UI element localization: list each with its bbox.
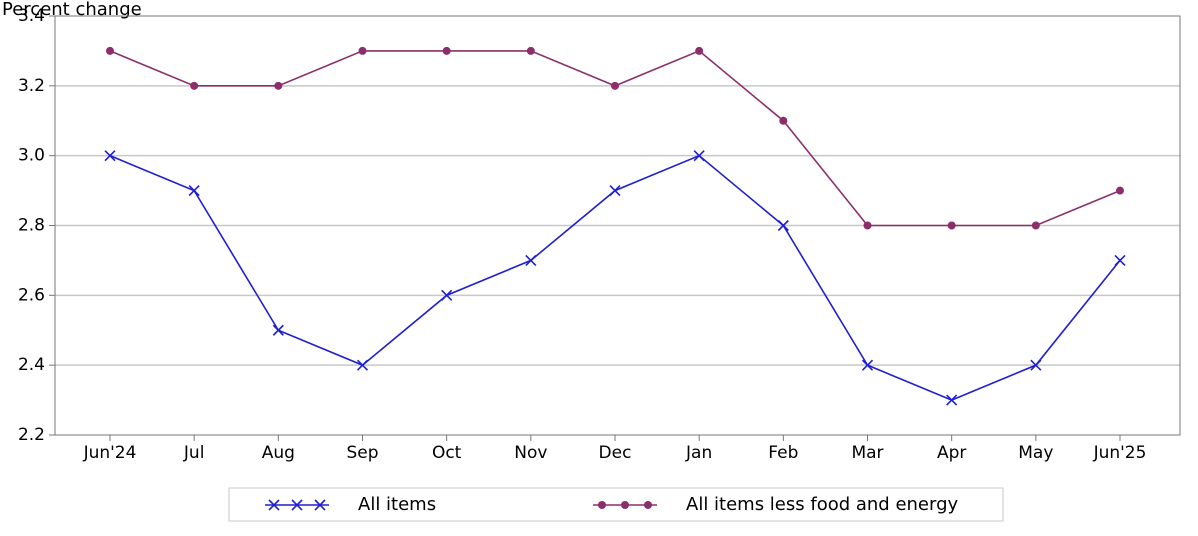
legend-marker xyxy=(598,501,606,509)
data-point xyxy=(779,116,788,125)
data-point xyxy=(861,359,874,371)
x-tick-label: Feb xyxy=(768,443,798,463)
y-tick-label: 2.6 xyxy=(18,285,45,305)
y-tick-label: 2.2 xyxy=(18,425,45,445)
data-point xyxy=(526,46,535,55)
data-point xyxy=(358,46,367,55)
legend-label: All items xyxy=(358,494,436,515)
data-point xyxy=(946,394,958,406)
x-tick-label: Sep xyxy=(346,443,378,463)
y-tick-label: 2.4 xyxy=(18,355,45,375)
data-point xyxy=(442,46,451,55)
legend-item: All items less food and energy xyxy=(593,494,959,515)
legend-marker xyxy=(644,501,652,509)
series-2 xyxy=(106,46,1124,230)
data-point xyxy=(104,150,116,162)
data-point xyxy=(695,46,704,55)
y-tick-label: 3.0 xyxy=(18,146,45,166)
data-point xyxy=(441,289,453,301)
series-1 xyxy=(104,150,1126,406)
x-axis: Jun'24 Jul Aug Sep Oct Nov Dec Jan Feb Mar Apr May J… xyxy=(83,435,1147,463)
data-point xyxy=(274,81,283,90)
x-tick-label: Oct xyxy=(432,443,462,463)
y-tick-label: 2.8 xyxy=(18,216,45,236)
data-point xyxy=(188,185,200,197)
x-tick-label: Jan xyxy=(685,443,712,463)
data-point xyxy=(863,221,872,230)
data-point xyxy=(777,219,789,232)
legend-item: All items xyxy=(265,494,436,515)
data-point xyxy=(525,254,537,266)
legend-marker xyxy=(314,499,326,511)
x-tick-label: Jun'25 xyxy=(1093,443,1147,463)
y-axis-label: Percent change xyxy=(2,0,142,20)
series-line xyxy=(109,49,1121,227)
x-tick-label: Jun'24 xyxy=(83,443,137,463)
data-point xyxy=(356,359,369,371)
series-layer xyxy=(104,46,1126,406)
data-point xyxy=(693,150,705,162)
data-point xyxy=(1114,254,1126,266)
data-point xyxy=(609,185,621,197)
legend-marker xyxy=(268,499,280,511)
x-tick-label: Nov xyxy=(514,443,547,463)
data-point xyxy=(1116,186,1124,195)
x-tick-label: May xyxy=(1018,443,1053,463)
legend-marker xyxy=(621,501,629,509)
x-tick-label: Jul xyxy=(183,443,205,463)
y-tick-label: 3.2 xyxy=(18,76,45,96)
data-point xyxy=(1031,221,1040,230)
x-tick-label: Aug xyxy=(262,443,295,463)
data-point xyxy=(611,81,619,90)
x-tick-label: Apr xyxy=(937,443,966,463)
legend-label: All items less food and energy xyxy=(686,494,959,515)
data-point xyxy=(106,46,114,55)
legend: All items All items less food and energy xyxy=(228,487,1004,522)
data-point xyxy=(272,324,284,336)
series-line xyxy=(109,154,1121,401)
x-tick-label: Mar xyxy=(851,443,883,463)
data-point xyxy=(947,221,956,230)
y-tick-label: 3.4 xyxy=(18,6,45,26)
y-axis: 2.2 2.4 2.6 2.8 3.0 3.2 3.4 xyxy=(18,6,55,445)
data-point xyxy=(190,81,199,90)
x-tick-label: Dec xyxy=(599,443,632,463)
data-point xyxy=(1030,359,1042,371)
legend-marker xyxy=(291,499,303,511)
